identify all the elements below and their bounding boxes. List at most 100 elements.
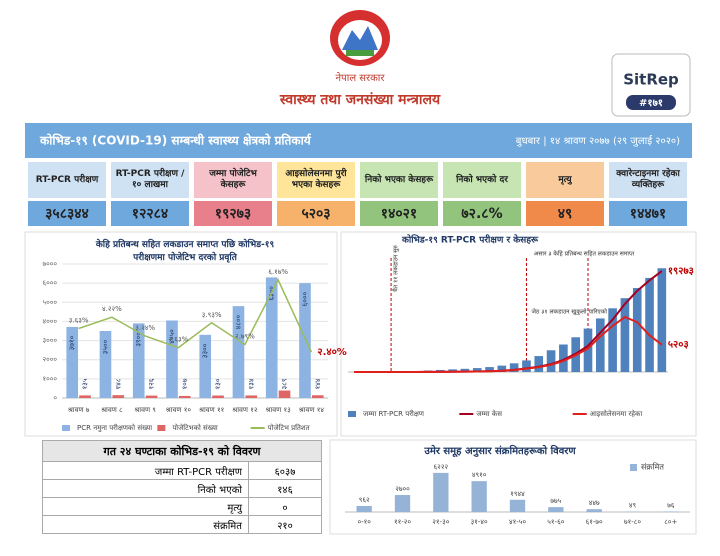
data-label: ३.९३% bbox=[202, 311, 222, 319]
bar bbox=[245, 395, 258, 398]
stat-label: क्वारेन्टाइनमा रहेका व्यक्तिहरू bbox=[609, 162, 687, 198]
row-label: निको भएको bbox=[42, 479, 249, 498]
bar bbox=[596, 318, 605, 372]
x-tick-label: ७१-८० bbox=[624, 518, 641, 526]
data-label: ३३०० bbox=[201, 343, 209, 358]
data-label: २.६३% bbox=[168, 336, 188, 344]
x-tick-label: श्रावण ८ bbox=[101, 406, 123, 414]
x-tick-label: ५१-६० bbox=[547, 518, 564, 526]
x-tick-label: ३१-४० bbox=[471, 518, 488, 526]
legend-label: पोजेटिभको संख्या bbox=[172, 423, 218, 432]
stat-label: निको भएका केसहरू bbox=[360, 162, 438, 198]
data-label: ६००० bbox=[301, 292, 309, 307]
bar bbox=[299, 283, 311, 398]
right-panel bbox=[340, 231, 697, 437]
bar bbox=[559, 344, 568, 372]
stat-card: आइसोलेसनमा पुरी भएका केसहरू ५२०३ bbox=[277, 162, 355, 228]
stat-value: ४९ bbox=[526, 201, 604, 226]
data-label: ४८०० bbox=[234, 314, 242, 329]
legend-swatch bbox=[62, 425, 70, 431]
x-tick-label: ६१-७० bbox=[586, 518, 603, 526]
bar bbox=[212, 395, 224, 398]
stat-card: निको भएको दर ७२.८% bbox=[443, 162, 521, 228]
legend-swatch bbox=[630, 464, 637, 471]
table-row: संक्रमित २१० bbox=[42, 515, 322, 534]
annotation: असार ३ केहि प्रतिबन्ध सहित लकडाउन समाप्त bbox=[534, 250, 635, 258]
bar bbox=[433, 472, 449, 512]
stat-label: RT-PCR परीक्षण /१० लाखमा bbox=[111, 162, 189, 198]
line bbox=[354, 315, 663, 373]
x-tick-label: ०-१० bbox=[357, 518, 371, 526]
y-tick-label: १००० bbox=[42, 375, 57, 383]
y-tick-label: ० bbox=[53, 394, 57, 402]
ministry: स्वास्थ्य तथा जनसंख्या मन्त्रालय bbox=[279, 92, 441, 108]
y-tick-label: ६००० bbox=[42, 279, 57, 287]
bar bbox=[546, 350, 556, 372]
legend-label: PCR नमुना परीक्षणको संख्या bbox=[77, 423, 152, 432]
bar bbox=[460, 368, 470, 372]
legend-swatch bbox=[157, 425, 166, 431]
data-label: ९६२ bbox=[359, 496, 370, 504]
x-tick-label: श्रावण ९ bbox=[134, 406, 156, 414]
y-tick-label: २००० bbox=[42, 356, 57, 364]
y-tick-label: ७००० bbox=[42, 260, 57, 268]
x-tick-label: श्रावण १३ bbox=[266, 406, 292, 414]
data-label: ३९०० bbox=[135, 332, 143, 347]
row-value: २१० bbox=[248, 515, 322, 534]
data-label: ५२०३ bbox=[668, 340, 689, 351]
row-value: ६०३७ bbox=[248, 461, 322, 480]
bar bbox=[534, 356, 544, 372]
bar bbox=[583, 328, 593, 372]
bar bbox=[394, 495, 411, 512]
bar bbox=[356, 505, 372, 512]
legend-label: संक्रमित bbox=[641, 462, 664, 472]
bar bbox=[448, 369, 457, 372]
data-label: १४४ bbox=[314, 378, 322, 389]
chart-title: केहि प्रतिबन्ध सहित लकडाउन समाप्त पछि को… bbox=[95, 238, 275, 263]
row-label: जम्मा RT-PCR परीक्षण bbox=[42, 461, 249, 480]
bar bbox=[472, 368, 482, 372]
legend-label: पोजेटिभ प्रतिशत bbox=[268, 423, 311, 432]
data-label: ३८९ bbox=[281, 378, 289, 389]
bar bbox=[132, 323, 145, 398]
data-label: २.७९% bbox=[235, 333, 255, 341]
data-label: ४४७ bbox=[589, 499, 600, 507]
data-label: १४८ bbox=[114, 378, 122, 389]
stat-label: निको भएको दर bbox=[443, 162, 521, 198]
stat-card: क्वारेन्टाइनमा रहेका व्यक्तिहरू १४४७१ bbox=[609, 162, 687, 228]
stat-value: ३५८३४४ bbox=[28, 201, 106, 226]
bar bbox=[232, 306, 245, 398]
data-label: ४०५० bbox=[168, 329, 176, 344]
bar bbox=[645, 277, 654, 372]
emblem bbox=[330, 10, 390, 66]
data-label: १०७ bbox=[181, 378, 189, 389]
stat-value: १४४७१ bbox=[609, 201, 687, 226]
sitrep-number: #१७१ bbox=[639, 98, 663, 109]
data-label: ४.२२% bbox=[102, 305, 122, 313]
row-value: १४६ bbox=[248, 479, 322, 498]
left-panel bbox=[24, 231, 338, 437]
bar bbox=[485, 367, 494, 372]
table-row: मृत्यु ० bbox=[42, 497, 322, 516]
bar bbox=[548, 507, 564, 512]
bar bbox=[586, 509, 602, 512]
x-tick-label: ४१-५० bbox=[509, 518, 526, 526]
data-label: ७६ bbox=[667, 502, 675, 510]
stat-value: १४०२१ bbox=[360, 201, 438, 226]
table-row: निको भएको १४६ bbox=[42, 479, 322, 498]
bar bbox=[509, 499, 526, 512]
row-label: मृत्यु bbox=[42, 497, 249, 516]
row-value: ० bbox=[248, 497, 322, 516]
row-label: संक्रमित bbox=[42, 515, 249, 534]
x-tick-label: २१-३० bbox=[432, 518, 449, 526]
x-tick-label: श्रावण १० bbox=[166, 406, 192, 414]
table-row: जम्मा RT-PCR परीक्षण ६०३७ bbox=[42, 461, 322, 480]
stat-value: १९२७३ bbox=[194, 201, 272, 226]
bar bbox=[522, 360, 531, 372]
data-label: ३७१० bbox=[68, 335, 76, 350]
stat-card: मृत्यु ४९ bbox=[526, 162, 604, 228]
bar bbox=[166, 320, 178, 398]
data-label: १९४४ bbox=[510, 490, 525, 498]
y-tick-label: ३००० bbox=[42, 337, 57, 345]
data-label: ७७५ bbox=[550, 497, 561, 505]
